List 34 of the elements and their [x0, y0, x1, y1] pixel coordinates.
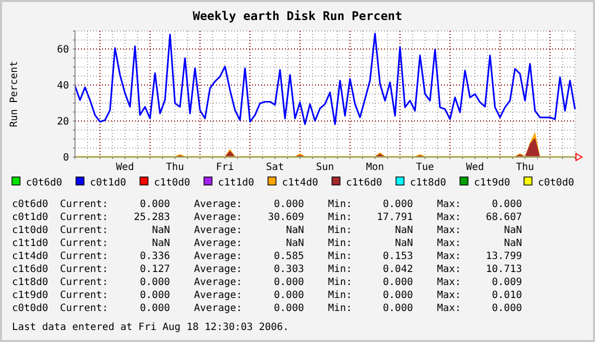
legend-label: c1t9d0: [474, 178, 510, 188]
text: c1t1d0 Current: NaN Average: NaN Min: NaN Max: NaN: [12, 238, 522, 249]
x-tick-label: Thu: [516, 162, 534, 173]
legend-label: c1t6d0: [346, 178, 382, 188]
text: c1t4d0 Current: 0.336 Average: 0.585 Min: 0.153 Max: 13.799: [12, 251, 522, 262]
x-tick-label: Mon: [366, 162, 384, 173]
x-tick-label: Tue: [416, 162, 434, 173]
legend-label: c0t6d0: [26, 178, 62, 188]
chart-title: Weekly earth Disk Run Percent: [192, 9, 402, 23]
text: Last data entered at Fri Aug 18 12:30:03 2006.: [12, 322, 289, 333]
legend-label: c0t0d0: [538, 178, 574, 188]
text: c0t0d0 Current: 0.000 Average: 0.000 Min: 0.000 Max: 0.000: [12, 303, 522, 314]
x-tick-label: Thu: [166, 162, 184, 173]
text: c1t0d0 Current: NaN Average: NaN Min: NaN Max: NaN: [12, 225, 522, 236]
y-tick-label: 40: [56, 80, 69, 92]
text: c1t6d0 Current: 0.127 Average: 0.303 Min: 0.042 Max: 10.713: [12, 264, 522, 275]
x-tick-label: Fri: [216, 162, 234, 173]
legend-label: c0t1d0: [90, 178, 126, 188]
legend-label: c1t1d0: [218, 178, 254, 188]
text: c1t9d0 Current: 0.000 Average: 0.000 Min: 0.000 Max: 0.010: [12, 290, 522, 301]
y-axis-title: Run Percent: [9, 60, 20, 128]
x-tick-label: Sun: [316, 162, 334, 173]
text: c0t6d0 Current: 0.000 Average: 0.000 Min: 0.000 Max: 0.000: [12, 199, 522, 210]
y-tick-label: 0: [62, 152, 69, 164]
y-tick-label: 20: [56, 116, 69, 128]
text: c0t1d0 Current: 25.283 Average: 30.609 Min: 17.791 Max: 68.607: [12, 212, 522, 223]
legend-label: c1t0d0: [154, 178, 190, 188]
legend-label: c1t8d0: [410, 178, 446, 188]
y-tick-label: 60: [56, 44, 69, 56]
x-tick-label: Wed: [116, 162, 134, 173]
legend-label: c1t4d0: [282, 178, 318, 188]
x-tick-label: Wed: [466, 162, 484, 173]
x-tick-label: Sat: [266, 162, 284, 173]
text: c1t8d0 Current: 0.000 Average: 0.000 Min: 0.000 Max: 0.009: [12, 277, 522, 288]
